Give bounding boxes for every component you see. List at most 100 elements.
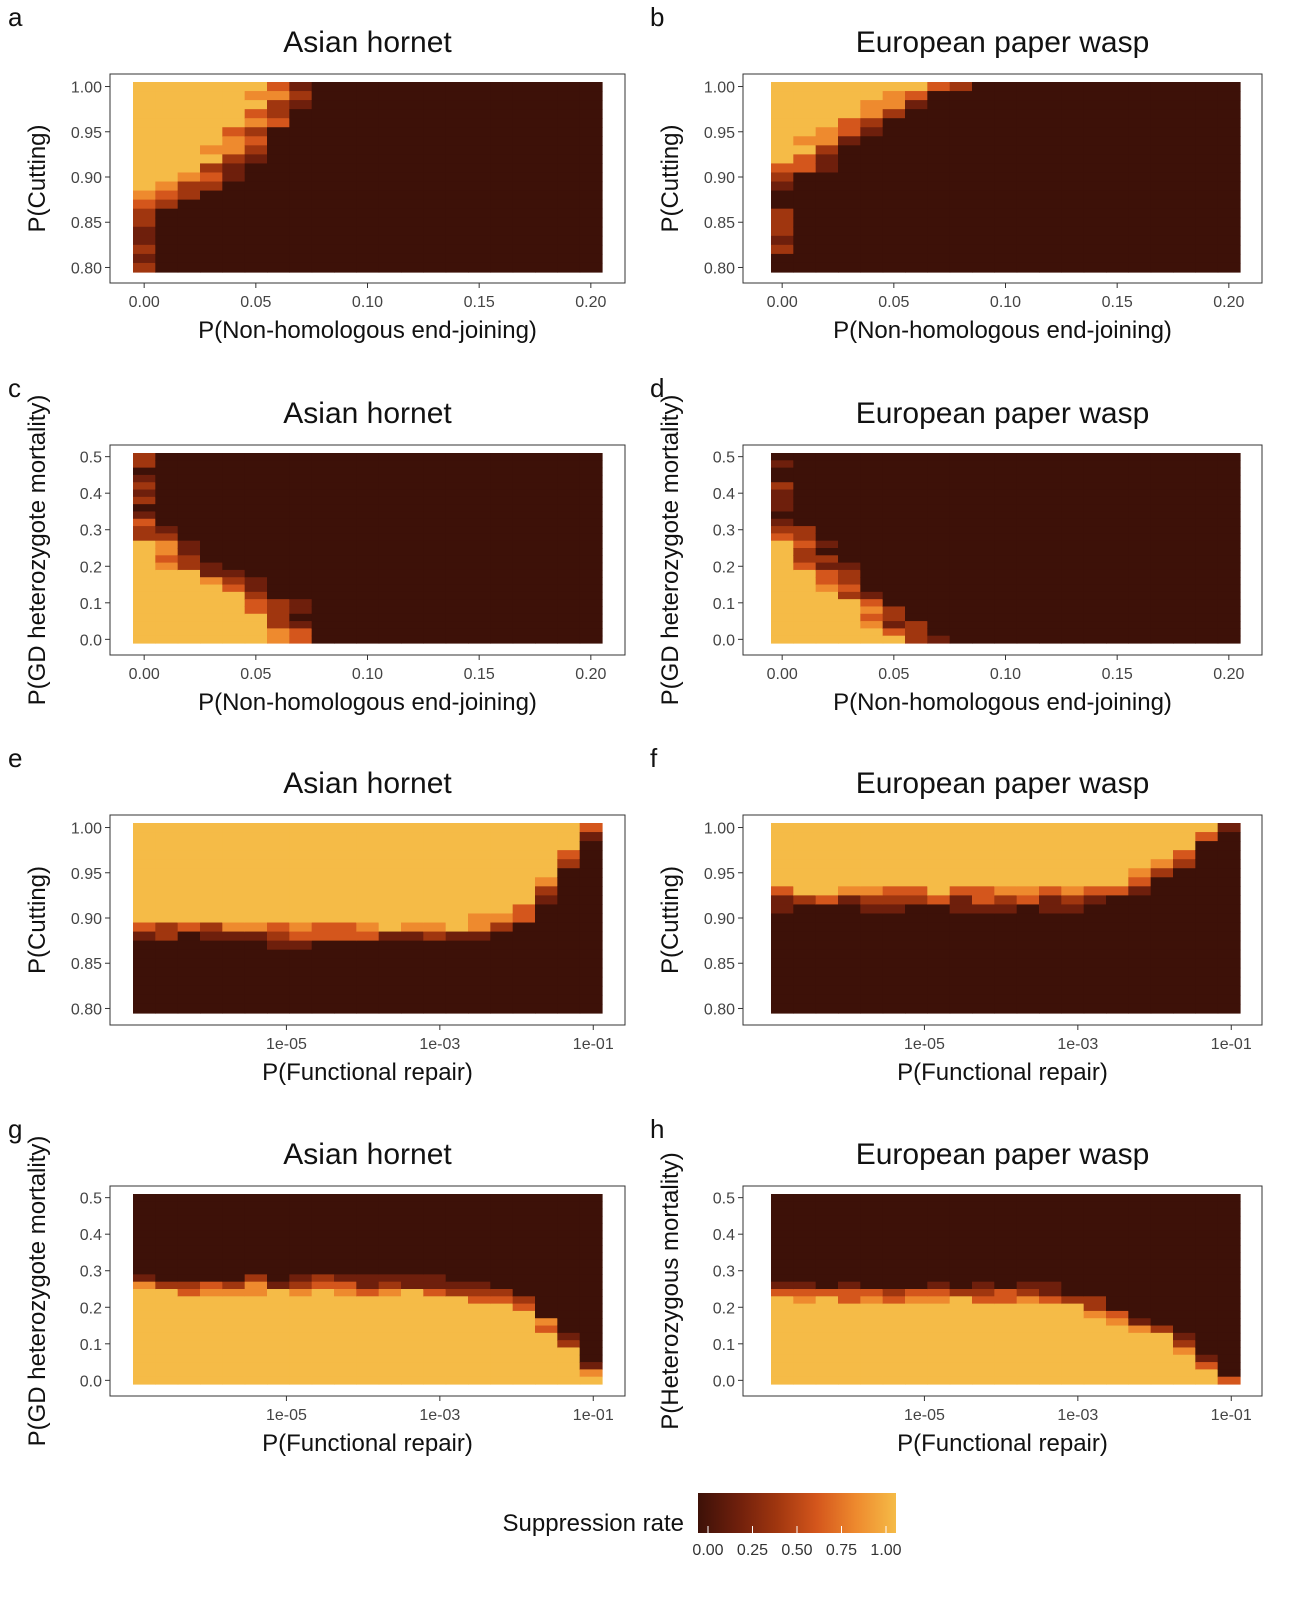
- heatmap-cell: [1061, 1310, 1085, 1319]
- heatmap-cell: [334, 1259, 357, 1268]
- heatmap-cell: [579, 504, 603, 513]
- heatmap-cell: [244, 584, 268, 593]
- heatmap-cell: [1106, 1237, 1129, 1246]
- heatmap-cell: [1195, 859, 1219, 869]
- heatmap-cell: [445, 555, 469, 564]
- heatmap-cell: [468, 1223, 491, 1232]
- heatmap-cell: [423, 453, 447, 461]
- heatmap-cell: [200, 1318, 223, 1327]
- heatmap-cell: [334, 208, 357, 219]
- heatmap-cell: [512, 244, 536, 255]
- x-tick-label: 0.05: [240, 666, 271, 683]
- heatmap-cell: [1195, 460, 1219, 469]
- heatmap-cell: [334, 584, 357, 593]
- heatmap-cell: [378, 504, 402, 513]
- heatmap-cell: [423, 841, 447, 851]
- heatmap-cell: [1061, 154, 1085, 165]
- heatmap-cell: [1106, 540, 1129, 549]
- heatmap-cell: [378, 1267, 402, 1275]
- heatmap-cell: [860, 172, 884, 183]
- heatmap-cell: [378, 1340, 402, 1349]
- heatmap-cell: [1217, 1310, 1241, 1319]
- heatmap-cell: [244, 1223, 268, 1232]
- heatmap-cell: [222, 1296, 246, 1305]
- heatmap-cell: [994, 1289, 1018, 1297]
- heatmap-cell: [445, 1332, 469, 1341]
- heatmap-cell: [860, 453, 884, 461]
- panel-f: 1e-05 1e-03 1e-010.800.850.900.951.00Europ…: [650, 743, 1263, 1086]
- heatmap-cell: [815, 190, 839, 201]
- heatmap-cell: [378, 613, 402, 622]
- heatmap-cell: [579, 482, 603, 491]
- heatmap-cell: [311, 922, 335, 933]
- heatmap-cell: [1061, 91, 1085, 101]
- heatmap-cell: [860, 1281, 884, 1290]
- heatmap-cell: [1150, 453, 1174, 461]
- heatmap-cell: [445, 82, 469, 92]
- heatmap-cell: [177, 504, 201, 513]
- heatmap-cell: [1083, 82, 1107, 92]
- heatmap-cell: [905, 253, 928, 264]
- heatmap-cell: [949, 1332, 973, 1341]
- heatmap-cell: [535, 1230, 558, 1239]
- heatmap-cell: [445, 1194, 469, 1202]
- heatmap-cell: [311, 1230, 335, 1239]
- heatmap-cell: [1083, 1267, 1107, 1275]
- heatmap-cell: [289, 606, 313, 615]
- heatmap-cell: [1195, 1274, 1219, 1283]
- heatmap-cell: [133, 994, 156, 1005]
- heatmap-cell: [222, 832, 246, 842]
- heatmap-cell: [289, 226, 313, 237]
- heatmap-cell: [793, 1369, 817, 1378]
- heatmap-cell: [927, 91, 951, 101]
- heatmap-cell: [378, 1208, 402, 1217]
- heatmap-cell: [1150, 533, 1174, 542]
- x-tick-label: 0.00: [767, 294, 798, 311]
- heatmap-cell: [1173, 868, 1196, 878]
- heatmap-cell: [860, 489, 884, 498]
- heatmap-cell: [423, 1230, 447, 1239]
- heatmap-cell: [557, 1003, 581, 1014]
- heatmap-cell: [815, 1376, 839, 1385]
- heatmap-cell: [267, 1281, 290, 1290]
- heatmap-cell: [401, 868, 424, 878]
- heatmap-cell: [1039, 832, 1062, 842]
- heatmap-cell: [222, 526, 246, 534]
- heatmap-cell: [972, 976, 995, 987]
- heatmap-cell: [1195, 511, 1219, 520]
- heatmap-cell: [133, 1252, 156, 1261]
- heatmap-cell: [1173, 1201, 1196, 1210]
- heatmap-cell: [838, 163, 861, 174]
- y-tick-label: 0.4: [713, 486, 735, 503]
- heatmap-cell: [356, 163, 380, 174]
- heatmap-cell: [972, 940, 995, 951]
- heatmap-cell: [133, 533, 156, 542]
- heatmap-cell: [949, 1223, 973, 1232]
- heatmap-cell: [579, 190, 603, 201]
- heatmap-cell: [793, 181, 817, 192]
- heatmap-cell: [244, 482, 268, 491]
- heatmap-cell: [1217, 958, 1241, 969]
- heatmap-cell: [1128, 1237, 1152, 1246]
- heatmap-cell: [1039, 1303, 1062, 1312]
- heatmap-cell: [815, 154, 839, 165]
- heatmap-cell: [177, 1201, 201, 1210]
- heatmap-cell: [927, 1303, 951, 1312]
- heatmap-cell: [1195, 489, 1219, 498]
- heatmap-cell: [972, 460, 995, 469]
- heatmap-cell: [1039, 940, 1062, 951]
- heatmap-cell: [468, 100, 491, 110]
- heatmap-cell: [949, 489, 973, 498]
- heatmap-cell: [334, 511, 357, 520]
- heatmap-cell: [927, 1215, 951, 1224]
- heatmap-cell: [222, 145, 246, 155]
- heatmap-cell: [267, 994, 290, 1005]
- heatmap-cell: [512, 1237, 536, 1246]
- heatmap-cell: [838, 540, 861, 549]
- heatmap-cell: [579, 235, 603, 246]
- heatmap-cell: [512, 262, 536, 273]
- heatmap-cell: [815, 1252, 839, 1261]
- heatmap-cell: [445, 526, 469, 534]
- heatmap-cell: [838, 208, 861, 219]
- heatmap-cell: [177, 904, 201, 915]
